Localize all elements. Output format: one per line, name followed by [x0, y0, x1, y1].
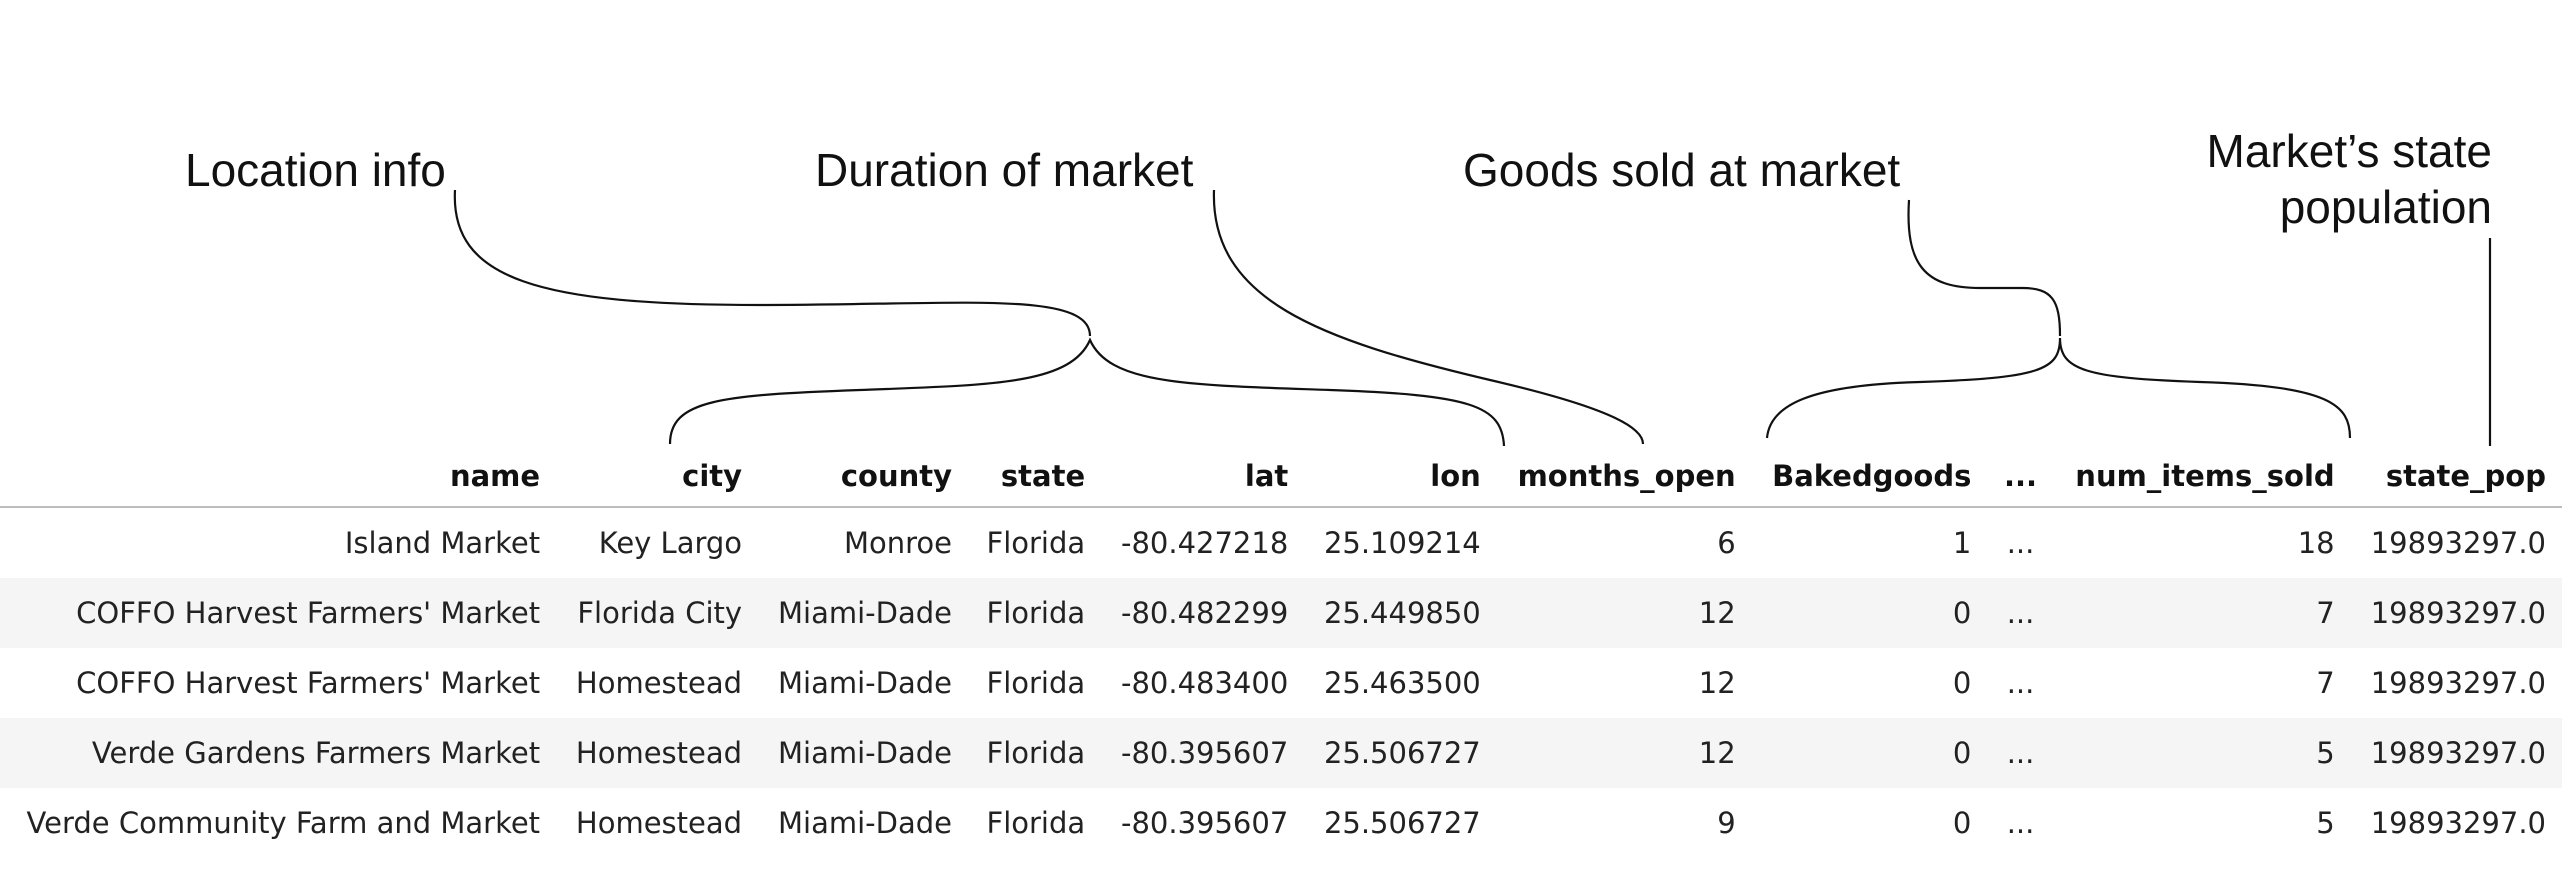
cell-bakedgoods: 0 — [1751, 718, 1988, 788]
column-header-name: name — [0, 446, 557, 508]
header-row: name city county state lat lon months_op… — [0, 446, 2562, 508]
table-row: Verde Gardens Farmers Market Homestead M… — [0, 718, 2562, 788]
cell-months-open: 12 — [1698, 666, 1736, 700]
annotation-location-info: Location info — [185, 144, 446, 196]
column-header-bakedgoods: Bakedgoods — [1751, 446, 1988, 508]
column-header-months-open: months_open — [1496, 446, 1752, 508]
cell-state: Florida — [986, 526, 1086, 560]
cell-months-open: 9 — [1717, 806, 1736, 840]
cell-months-open: 12 — [1496, 578, 1752, 648]
cell-name: COFFO Harvest Farmers' Market — [76, 666, 541, 700]
cell-state-pop: 19893297.0 — [2370, 806, 2546, 840]
annotation-duration-of-market: Duration of market — [815, 144, 1194, 196]
cell-lon: 25.506727 — [1323, 806, 1481, 840]
cell-county: Miami-Dade — [778, 666, 952, 700]
cell-lat: -80.483400 — [1121, 666, 1289, 700]
column-header-num-items-sold: num_items_sold — [2053, 446, 2351, 508]
cell-bakedgoods: 0 — [1751, 578, 1988, 648]
cell-lat: -80.395607 — [1101, 718, 1305, 788]
table-row: Verde Community Farm and Market Homestea… — [0, 788, 2562, 858]
duration-connector — [1212, 189, 1645, 445]
cell-state: Florida — [968, 578, 1102, 648]
cell-city: Florida City — [556, 578, 759, 648]
cell-ellipsis: ... — [1987, 578, 2054, 648]
column-header-county: county — [758, 446, 968, 508]
table-row: COFFO Harvest Farmers' Market Homestead … — [0, 648, 2562, 718]
goods-brace — [1765, 337, 2352, 439]
cell-state-pop: 19893297.0 — [2370, 666, 2546, 700]
cell-city: Homestead — [575, 666, 743, 700]
cell-state: Florida — [968, 718, 1102, 788]
cell-county: Miami-Dade — [758, 578, 968, 648]
cell-ellipsis: ... — [2006, 666, 2035, 700]
cell-county: Miami-Dade — [778, 806, 952, 840]
cell-name: Verde Community Farm and Market — [26, 806, 541, 840]
table-row: Island Market Key Largo Monroe Florida -… — [0, 507, 2562, 578]
cell-lon: 25.506727 — [1304, 718, 1497, 788]
cell-state: Florida — [986, 666, 1086, 700]
table-row: COFFO Harvest Farmers' Market Florida Ci… — [0, 578, 2562, 648]
cell-months-open: 6 — [1717, 526, 1736, 560]
cell-city: Homestead — [575, 806, 743, 840]
cell-state-pop: 19893297.0 — [2370, 526, 2546, 560]
location-connector — [453, 189, 1092, 337]
column-header-state: state — [968, 446, 1102, 508]
cell-state-pop: 19893297.0 — [2350, 578, 2562, 648]
cell-lon: 25.449850 — [1304, 578, 1497, 648]
cell-num-items-sold: 5 — [2316, 806, 2335, 840]
cell-num-items-sold: 18 — [2297, 526, 2335, 560]
cell-city: Homestead — [556, 718, 759, 788]
cell-lat: -80.395607 — [1121, 806, 1289, 840]
cell-bakedgoods: 1 — [1952, 526, 1972, 560]
cell-lat: -80.427218 — [1121, 526, 1289, 560]
cell-num-items-sold: 7 — [2053, 578, 2351, 648]
column-header-lat: lat — [1101, 446, 1305, 508]
cell-city: Key Largo — [598, 526, 743, 560]
cell-ellipsis: ... — [2006, 806, 2035, 840]
cell-num-items-sold: 5 — [2053, 718, 2351, 788]
annotation-goods-sold: Goods sold at market — [1463, 144, 1901, 196]
cell-ellipsis: ... — [2006, 526, 2035, 560]
cell-lon: 25.463500 — [1323, 666, 1481, 700]
cell-lon: 25.109214 — [1323, 526, 1481, 560]
column-header-ellipsis: ... — [1987, 446, 2054, 508]
dataframe-table: name city county state lat lon months_op… — [0, 446, 2562, 858]
cell-num-items-sold: 7 — [2316, 666, 2335, 700]
cell-state: Florida — [986, 806, 1086, 840]
cell-county: Miami-Dade — [758, 718, 968, 788]
cell-bakedgoods: 0 — [1952, 666, 1972, 700]
location-brace — [668, 337, 1506, 447]
cell-name: Island Market — [344, 526, 541, 560]
cell-bakedgoods: 0 — [1952, 806, 1972, 840]
column-header-state-pop: state_pop — [2350, 446, 2562, 508]
cell-state-pop: 19893297.0 — [2350, 718, 2562, 788]
cell-lat: -80.482299 — [1101, 578, 1305, 648]
cell-name: COFFO Harvest Farmers' Market — [0, 578, 557, 648]
column-header-city: city — [556, 446, 759, 508]
cell-months-open: 12 — [1496, 718, 1752, 788]
cell-name: Verde Gardens Farmers Market — [0, 718, 557, 788]
cell-ellipsis: ... — [1987, 718, 2054, 788]
goods-connector — [1907, 199, 2062, 337]
annotation-state-population: Market’s state population — [2206, 125, 2492, 233]
column-header-lon: lon — [1304, 446, 1497, 508]
cell-county: Monroe — [843, 526, 952, 560]
